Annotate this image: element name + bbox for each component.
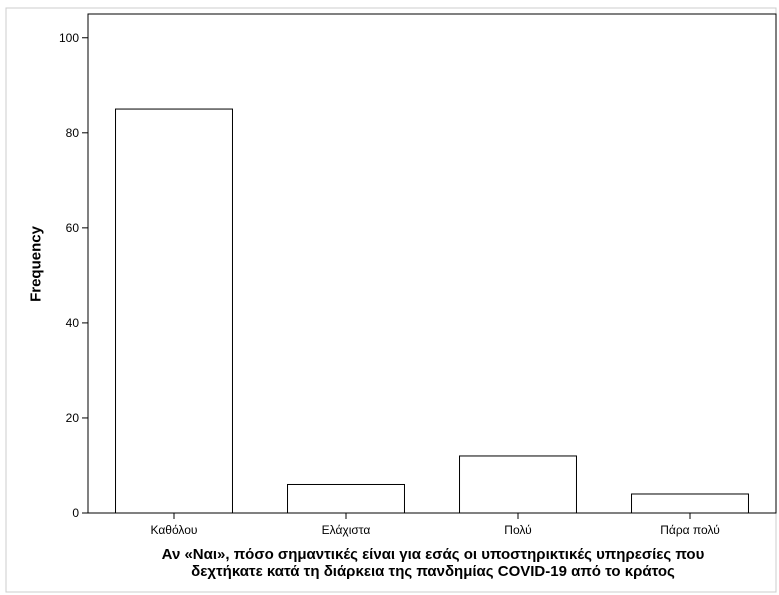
bar xyxy=(115,108,233,514)
y-tick-label: 20 xyxy=(66,411,80,425)
y-tick-label: 100 xyxy=(59,31,79,45)
x-tick-label: Καθόλου xyxy=(151,523,198,537)
y-axis-label: Frequency xyxy=(27,226,45,302)
y-tick-label: 40 xyxy=(66,316,80,330)
x-tick-label: Πάρα πολύ xyxy=(660,523,720,537)
x-tick-label: Ελάχιστα xyxy=(322,523,371,537)
y-tick-label: 0 xyxy=(72,506,79,520)
x-axis-label: Αν «Ναι», πόσο σημαντικές είναι για εσάς… xyxy=(161,546,705,580)
bar xyxy=(631,493,749,514)
y-tick-label: 60 xyxy=(66,221,80,235)
bar xyxy=(287,483,405,514)
bar xyxy=(459,455,577,514)
y-tick-label: 80 xyxy=(66,126,80,140)
x-tick-label: Πολύ xyxy=(504,523,531,537)
